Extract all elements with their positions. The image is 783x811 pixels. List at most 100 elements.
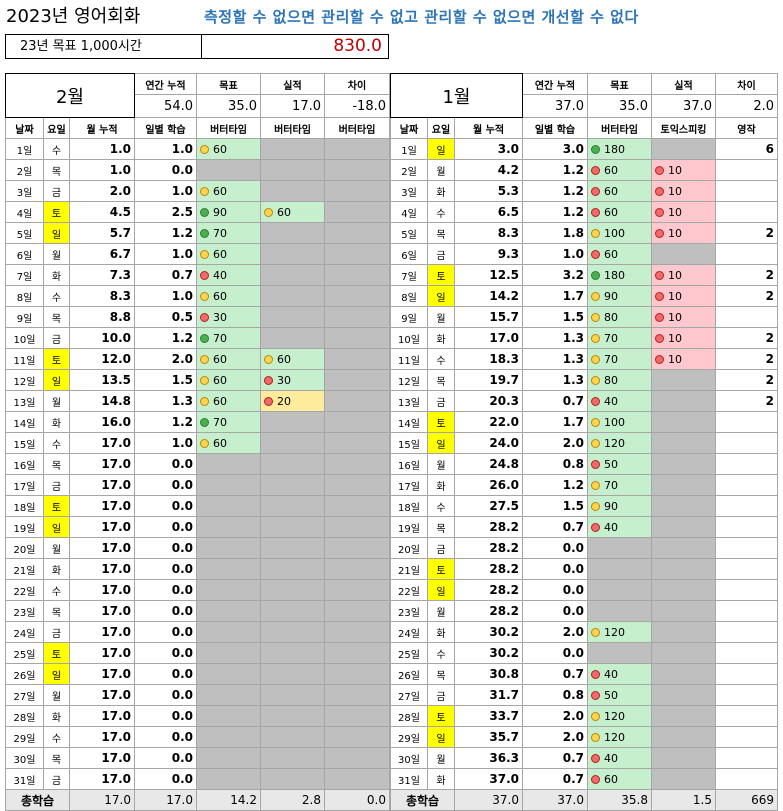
weekday-cell[interactable]: 일 (43, 516, 70, 538)
activity-cell[interactable] (260, 516, 325, 538)
activity-cell[interactable]: 40 (587, 390, 652, 412)
total-value[interactable]: 2.8 (260, 789, 325, 811)
monthly-cumulative-cell[interactable]: 8.3 (69, 285, 135, 307)
activity-cell[interactable] (260, 474, 325, 496)
activity-cell[interactable] (651, 138, 716, 160)
activity-cell[interactable] (196, 705, 261, 727)
activity-cell[interactable]: 60 (587, 768, 652, 790)
daily-study-cell[interactable]: 0.0 (522, 600, 588, 622)
daily-study-cell[interactable]: 1.0 (134, 180, 197, 202)
total-value[interactable]: 35.8 (587, 789, 652, 811)
activity-cell[interactable]: 60 (196, 348, 261, 370)
date-cell[interactable]: 8일 (5, 285, 44, 307)
writing-cell[interactable]: 2 (715, 369, 778, 391)
monthly-cumulative-cell[interactable]: 17.0 (69, 705, 135, 727)
monthly-cumulative-cell[interactable]: 17.0 (69, 558, 135, 580)
date-cell[interactable]: 20일 (5, 537, 44, 559)
activity-cell[interactable] (260, 537, 325, 559)
activity-cell[interactable]: 40 (587, 747, 652, 769)
activity-cell[interactable] (260, 285, 325, 307)
writing-cell[interactable]: 2 (715, 348, 778, 370)
activity-cell[interactable] (324, 474, 390, 496)
writing-cell[interactable] (715, 516, 778, 538)
writing-cell[interactable] (715, 726, 778, 748)
monthly-cumulative-cell[interactable]: 27.5 (454, 495, 523, 517)
weekday-cell[interactable]: 목 (427, 516, 455, 538)
activity-cell[interactable]: 120 (587, 705, 652, 727)
date-cell[interactable]: 21일 (390, 558, 428, 580)
column-header[interactable]: 버터타임 (260, 117, 325, 139)
activity-cell[interactable]: 60 (196, 243, 261, 265)
writing-cell[interactable]: 6 (715, 138, 778, 160)
writing-cell[interactable]: 2 (715, 285, 778, 307)
weekday-cell[interactable]: 화 (427, 327, 455, 349)
date-cell[interactable]: 24일 (390, 621, 428, 643)
weekday-cell[interactable]: 월 (43, 243, 70, 265)
monthly-cumulative-cell[interactable]: 1.0 (69, 159, 135, 181)
activity-cell[interactable] (587, 579, 652, 601)
activity-cell[interactable]: 70 (196, 411, 261, 433)
writing-cell[interactable] (715, 180, 778, 202)
activity-cell[interactable] (651, 537, 716, 559)
daily-study-cell[interactable]: 0.0 (522, 642, 588, 664)
summary-label[interactable]: 차이 (715, 73, 778, 95)
date-cell[interactable]: 18일 (5, 495, 44, 517)
activity-cell[interactable] (196, 558, 261, 580)
activity-cell[interactable] (324, 663, 390, 685)
date-cell[interactable]: 5일 (5, 222, 44, 244)
monthly-cumulative-cell[interactable]: 17.0 (69, 726, 135, 748)
monthly-cumulative-cell[interactable]: 8.8 (69, 306, 135, 328)
activity-cell[interactable]: 10 (651, 327, 716, 349)
date-cell[interactable]: 6일 (390, 243, 428, 265)
daily-study-cell[interactable]: 1.0 (522, 243, 588, 265)
daily-study-cell[interactable]: 0.5 (134, 306, 197, 328)
date-cell[interactable]: 10일 (390, 327, 428, 349)
monthly-cumulative-cell[interactable]: 17.0 (69, 432, 135, 454)
monthly-cumulative-cell[interactable]: 12.0 (69, 348, 135, 370)
date-cell[interactable]: 25일 (5, 642, 44, 664)
weekday-cell[interactable]: 월 (43, 684, 70, 706)
weekday-cell[interactable]: 일 (427, 579, 455, 601)
activity-cell[interactable] (651, 558, 716, 580)
activity-cell[interactable]: 50 (587, 453, 652, 475)
monthly-cumulative-cell[interactable]: 4.2 (454, 159, 523, 181)
activity-cell[interactable] (651, 369, 716, 391)
date-cell[interactable]: 30일 (5, 747, 44, 769)
daily-study-cell[interactable]: 0.0 (134, 495, 197, 517)
monthly-cumulative-cell[interactable]: 4.5 (69, 201, 135, 223)
activity-cell[interactable]: 60 (196, 432, 261, 454)
activity-cell[interactable]: 30 (260, 369, 325, 391)
activity-cell[interactable]: 120 (587, 621, 652, 643)
activity-cell[interactable]: 60 (260, 201, 325, 223)
monthly-cumulative-cell[interactable]: 26.0 (454, 474, 523, 496)
monthly-cumulative-cell[interactable]: 13.5 (69, 369, 135, 391)
activity-cell[interactable] (260, 159, 325, 181)
date-cell[interactable]: 4일 (390, 201, 428, 223)
weekday-cell[interactable]: 화 (427, 180, 455, 202)
activity-cell[interactable] (324, 222, 390, 244)
date-cell[interactable]: 19일 (5, 516, 44, 538)
weekday-cell[interactable]: 수 (43, 726, 70, 748)
activity-cell[interactable] (651, 705, 716, 727)
activity-cell[interactable] (651, 600, 716, 622)
activity-cell[interactable]: 10 (651, 159, 716, 181)
weekday-cell[interactable]: 토 (43, 348, 70, 370)
weekday-cell[interactable]: 토 (427, 264, 455, 286)
activity-cell[interactable]: 100 (587, 222, 652, 244)
daily-study-cell[interactable]: 0.7 (522, 390, 588, 412)
monthly-cumulative-cell[interactable]: 14.8 (69, 390, 135, 412)
writing-cell[interactable] (715, 684, 778, 706)
daily-study-cell[interactable]: 0.0 (134, 558, 197, 580)
daily-study-cell[interactable]: 0.8 (522, 684, 588, 706)
activity-cell[interactable]: 120 (587, 432, 652, 454)
activity-cell[interactable]: 20 (260, 390, 325, 412)
monthly-cumulative-cell[interactable]: 17.0 (69, 663, 135, 685)
monthly-cumulative-cell[interactable]: 16.0 (69, 411, 135, 433)
summary-value[interactable]: 54.0 (134, 94, 197, 118)
activity-cell[interactable] (651, 747, 716, 769)
total-value[interactable]: 669 (715, 789, 778, 811)
daily-study-cell[interactable]: 1.8 (522, 222, 588, 244)
monthly-cumulative-cell[interactable]: 28.2 (454, 516, 523, 538)
activity-cell[interactable]: 60 (587, 201, 652, 223)
weekday-cell[interactable]: 수 (427, 642, 455, 664)
